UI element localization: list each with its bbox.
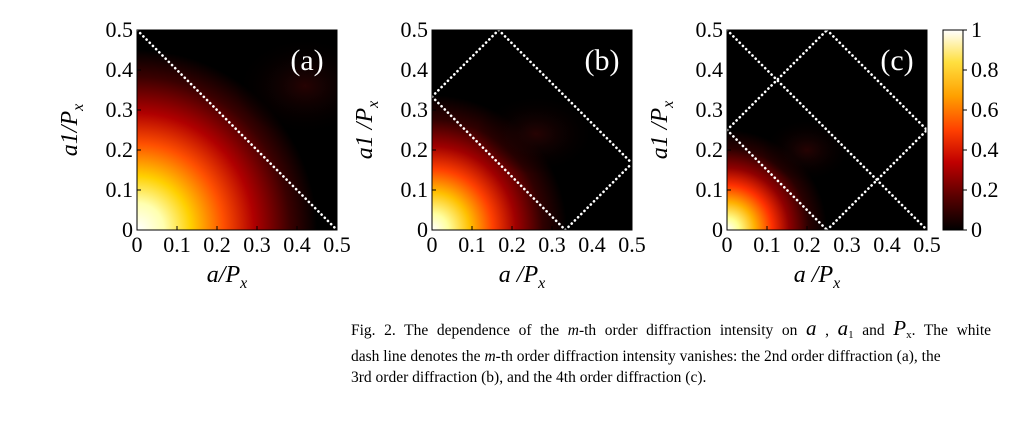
y-tick-label: 0.3: [106, 97, 134, 122]
panel-label: (a): [290, 44, 323, 77]
x-tick-label: 0.5: [323, 232, 351, 257]
zero-intensity-line: [825, 30, 927, 132]
zero-intensity-line: [432, 95, 567, 230]
figure-caption: Fig. 2. The dependence of the m-th order…: [351, 318, 991, 388]
x-tick-label: 0.4: [578, 232, 606, 257]
y-tick-label: 0.4: [696, 57, 724, 82]
caption-line-2: dash line denotes the m-th order diffrac…: [351, 348, 941, 365]
x-tick-label: 0: [427, 232, 438, 257]
y-tick-label: 0.5: [696, 17, 724, 42]
heatmap-secondary-lobe: [762, 118, 852, 182]
caption-px-symbol: Px: [893, 316, 912, 342]
caption-a-symbol: a: [806, 316, 817, 340]
colorbar: 0 0.2 0.4 0.6 0.8 1: [942, 17, 999, 242]
colorbar-tick-label: 0: [971, 217, 982, 242]
figure: (a) 0 0.1 0.2 0.3 0.4 0.5 0 0.1 0.2 0.3 0.4 0.5 a/Px a…: [57, 17, 999, 292]
x-axis-label: a /Px: [499, 262, 545, 292]
x-tick-label: 0.5: [618, 232, 646, 257]
zero-intensity-line: [825, 128, 927, 230]
x-tick-label: 0.2: [793, 232, 821, 257]
colorbar-tick-label: 0.4: [971, 137, 999, 162]
y-tick-label: 0.4: [106, 57, 134, 82]
x-tick-label: 0.4: [873, 232, 901, 257]
panel-label: (b): [585, 44, 620, 77]
colorbar-tick-label: 0.6: [971, 97, 999, 122]
y-tick-label: 0.2: [106, 137, 134, 162]
heatmap-panel-b: (b) 0 0.1 0.2 0.3 0.4 0.5 0 0.1 0.2 0.3 0.4 0.5 a /Px…: [352, 17, 646, 292]
x-tick-label: 0.1: [163, 232, 191, 257]
caption-text: Fig. 2. The dependence of the: [351, 322, 560, 339]
caption-a1-symbol: a1: [837, 316, 854, 342]
y-tick-label: 0.5: [401, 17, 429, 42]
colorbar-gradient: [942, 29, 964, 231]
colorbar-tick-label: 1: [971, 17, 982, 42]
y-tick-label: 0.2: [696, 137, 724, 162]
plot-frame: [431, 29, 633, 231]
heatmap-secondary-lobe: [476, 94, 596, 174]
caption-m-symbol: m: [484, 348, 496, 365]
y-tick-label: 0.1: [401, 177, 429, 202]
caption-text: -th order diffraction intensity on: [578, 322, 798, 339]
y-tick-label: 0: [122, 217, 133, 242]
x-tick-label: 0: [132, 232, 143, 257]
zero-intensity-line: [727, 128, 829, 230]
x-tick-label: 0.4: [283, 232, 311, 257]
x-tick-label: 0.3: [833, 232, 861, 257]
y-tick-label: 0.2: [401, 137, 429, 162]
colorbar-tick-label: 0.2: [971, 177, 999, 202]
x-tick-label: 0.1: [458, 232, 486, 257]
plot-frame: [726, 29, 928, 231]
x-tick-label: 0.5: [913, 232, 941, 257]
y-tick-label: 0.1: [696, 177, 724, 202]
heatmap-figure: (a) 0 0.1 0.2 0.3 0.4 0.5 0 0.1 0.2 0.3 0.4 0.5 a/Px a…: [57, 17, 999, 292]
y-tick-label: 0: [417, 217, 428, 242]
x-tick-label: 0: [722, 232, 733, 257]
panel-label: (c): [880, 44, 913, 77]
x-tick-label: 0.1: [753, 232, 781, 257]
heatmap-panel-a: (a) 0 0.1 0.2 0.3 0.4 0.5 0 0.1 0.2 0.3 0.4 0.5 a/Px a…: [57, 17, 351, 292]
colorbar-tick-label: 0.8: [971, 57, 999, 82]
x-tick-label: 0.2: [498, 232, 526, 257]
zero-intensity-line: [727, 30, 829, 132]
y-tick-label: 0.3: [696, 97, 724, 122]
y-tick-label: 0: [712, 217, 723, 242]
x-tick-label: 0.2: [203, 232, 231, 257]
caption-m-symbol: m: [567, 322, 579, 339]
caption-comma: ,: [825, 322, 830, 339]
y-tick-label: 0.1: [106, 177, 134, 202]
y-tick-label: 0.5: [106, 17, 134, 42]
heatmap-panel-c: (c) 0 0.1 0.2 0.3 0.4 0.5 0 0.1 0.2 0.3 0.4 0.5 a /Px…: [647, 17, 941, 292]
y-axis-label: a1 /Px: [352, 101, 382, 159]
plot-frame: [136, 29, 338, 231]
caption-line-1: Fig. 2. The dependence of the m-th order…: [351, 318, 991, 346]
y-axis-label: a1 /Px: [647, 101, 677, 159]
y-axis-label: a1/Px: [57, 104, 87, 156]
heatmap-secondary-lobe: [235, 36, 337, 136]
y-tick-label: 0.4: [401, 57, 429, 82]
caption-line-3: 3rd order diffraction (b), and the 4th o…: [351, 369, 707, 386]
x-tick-label: 0.3: [243, 232, 271, 257]
caption-and: and: [862, 322, 885, 339]
x-axis-label: a/Px: [207, 262, 247, 292]
y-tick-label: 0.3: [401, 97, 429, 122]
zero-intensity-line: [497, 30, 632, 165]
x-axis-label: a /Px: [794, 262, 840, 292]
caption-text: . The white: [911, 322, 992, 339]
x-tick-label: 0.3: [538, 232, 566, 257]
